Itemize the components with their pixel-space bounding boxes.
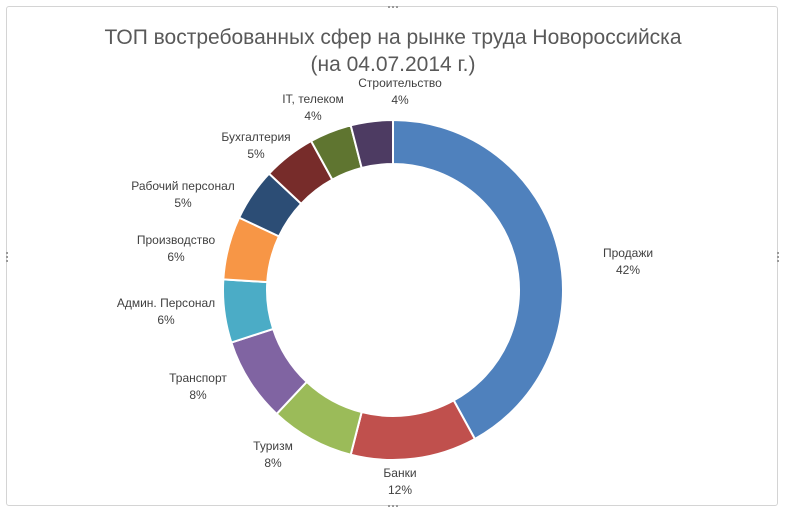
donut-slices <box>222 118 564 461</box>
data-label-name: Туризм <box>253 439 293 453</box>
data-label-value: 4% <box>391 93 409 107</box>
resize-handle-top[interactable] <box>388 5 398 8</box>
data-label-value: 8% <box>264 456 282 470</box>
data-label-value: 42% <box>616 263 640 277</box>
data-label-name: IT, телеком <box>282 92 344 106</box>
data-label-value: 8% <box>189 388 207 402</box>
data-label-value: 4% <box>304 109 322 123</box>
data-label-name: Бухгалтерия <box>221 130 290 144</box>
data-label-value: 5% <box>247 147 265 161</box>
resize-handle-bottom[interactable] <box>388 504 398 507</box>
data-label-name: Банки <box>383 466 416 480</box>
data-label-value: 6% <box>157 313 175 327</box>
data-label-value: 6% <box>167 250 185 264</box>
donut-slice <box>349 118 394 170</box>
data-label-value: 5% <box>174 196 192 210</box>
data-label-name: Транспорт <box>169 371 227 385</box>
donut-slice <box>349 399 477 461</box>
data-label-name: Строительство <box>358 76 442 90</box>
data-label-name: Рабочий персонал <box>131 179 235 193</box>
chart-title-line-2: (на 04.07.2014 г.) <box>311 53 476 76</box>
data-labels: Продажи 42% Банки 12% Туризм 8% Транспорт 8% Адм… <box>117 76 653 497</box>
data-label-name: Продажи <box>603 246 653 260</box>
resize-handle-left[interactable] <box>5 252 8 262</box>
data-label-name: Админ. Персонал <box>117 296 215 310</box>
resize-handle-right[interactable] <box>776 252 779 262</box>
donut-slice <box>392 118 564 441</box>
data-label-name: Производство <box>137 233 216 247</box>
chart-title-line-1: ТОП востребованных сфер на рынке труда Н… <box>104 26 681 49</box>
data-label-value: 12% <box>388 483 412 497</box>
